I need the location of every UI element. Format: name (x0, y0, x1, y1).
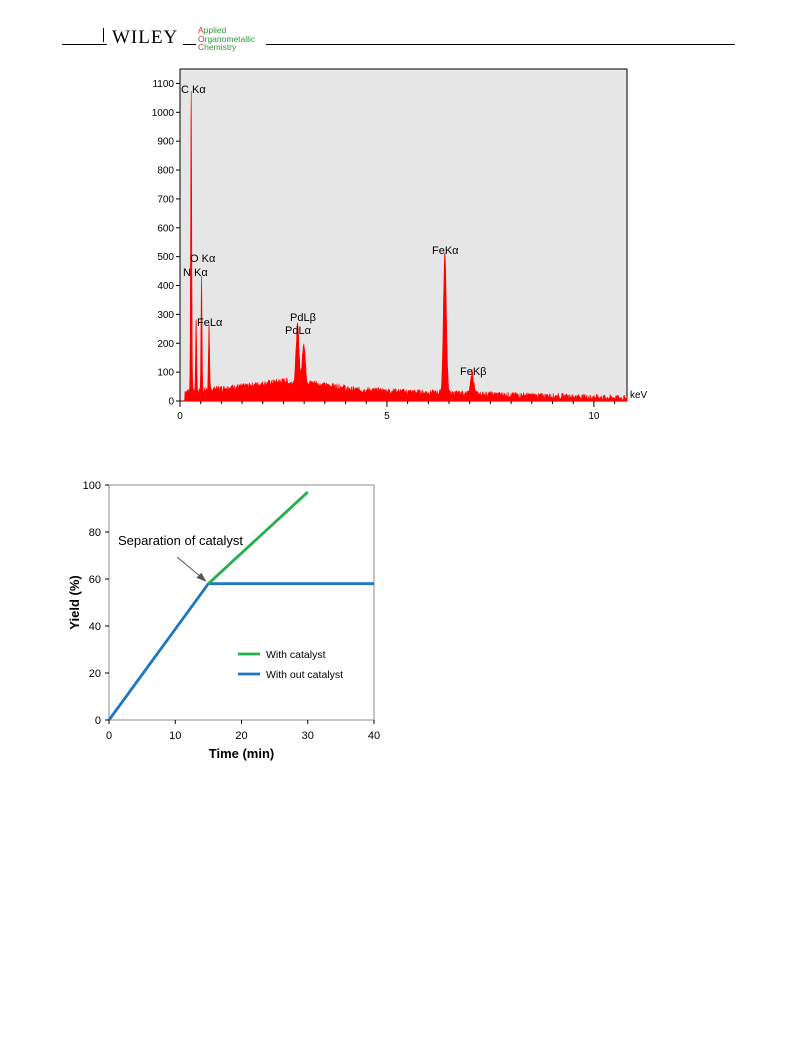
peak-label: C Kα (181, 84, 206, 96)
legend-label: With out catalyst (266, 669, 343, 681)
header-tick (103, 28, 104, 42)
y-tick-label: 700 (157, 194, 174, 205)
y-tick-label: 1100 (152, 79, 174, 90)
header-rule-mid (183, 44, 196, 45)
y-tick-label: 600 (157, 223, 174, 234)
x-tick-label: 10 (169, 730, 181, 742)
y-tick-label: 800 (157, 166, 174, 177)
plot-area (179, 68, 628, 402)
publisher-logo: WILEY (112, 27, 179, 48)
series-line-with-catalyst (207, 491, 309, 585)
peak-label: FeKβ (460, 366, 487, 378)
y-tick-label: 80 (89, 527, 101, 539)
peak-label: O Kα (190, 253, 216, 265)
y-tick-label: 20 (89, 668, 101, 680)
series-line-without-catalyst (107, 582, 374, 721)
journal-name: Applied Organometallic Chemistry (198, 26, 255, 52)
y-tick-label: 0 (95, 715, 101, 727)
peak-label: FeKα (432, 245, 459, 257)
y-axis-title: Yield (%) (67, 575, 82, 629)
journal-line-2: Organometallic (198, 33, 256, 44)
peak-label: PdLβ (290, 312, 316, 324)
journal-header: WILEY Applied Organometallic Chemistry (0, 0, 793, 60)
x-tick-label: 0 (106, 730, 112, 742)
y-tick-label: 900 (157, 137, 174, 148)
x-tick-label: 20 (235, 730, 247, 742)
y-tick-label: 100 (83, 480, 101, 492)
y-tick-label: 60 (89, 574, 101, 586)
legend-label: With catalyst (266, 649, 326, 661)
y-tick-label: 100 (157, 368, 174, 379)
eds-spectrum-chart: 0 100 200 300 400 500 600 700 800 900 1000 1100 0 5 10… (152, 68, 648, 422)
peak-label: N Kα (183, 267, 208, 279)
annotation-arrow-head (196, 572, 207, 582)
yield-chart: 0 20 40 60 80 100 0 10 20 30 40 Time (min) Yield (%)… (67, 480, 380, 761)
x-tick-label: 0 (177, 411, 183, 422)
x-axis-title: Time (min) (209, 746, 275, 761)
peak-label: PdLα (285, 325, 312, 337)
spectrum-area (180, 90, 628, 402)
plot-area (108, 484, 375, 721)
x-tick-label: 40 (368, 730, 380, 742)
journal-line-1: Applied (198, 25, 227, 35)
y-tick-label: 200 (157, 339, 174, 350)
x-tick-label: 5 (384, 411, 390, 422)
header-rule-right (266, 44, 735, 45)
y-tick-label: 400 (157, 281, 174, 292)
header-rule-left (62, 44, 107, 45)
x-unit-label: keV (630, 390, 648, 401)
x-tick-label: 10 (588, 411, 600, 422)
y-tick-label: 0 (168, 397, 174, 408)
y-tick-label: 500 (157, 252, 174, 263)
separation-annotation: Separation of catalyst (118, 533, 243, 548)
y-tick-label: 40 (89, 621, 101, 633)
x-tick-label: 30 (302, 730, 314, 742)
y-tick-label: 1000 (152, 108, 175, 119)
peak-label: FeLα (197, 317, 223, 329)
journal-line-3: Chemistry (198, 42, 237, 52)
y-tick-label: 300 (157, 310, 174, 321)
